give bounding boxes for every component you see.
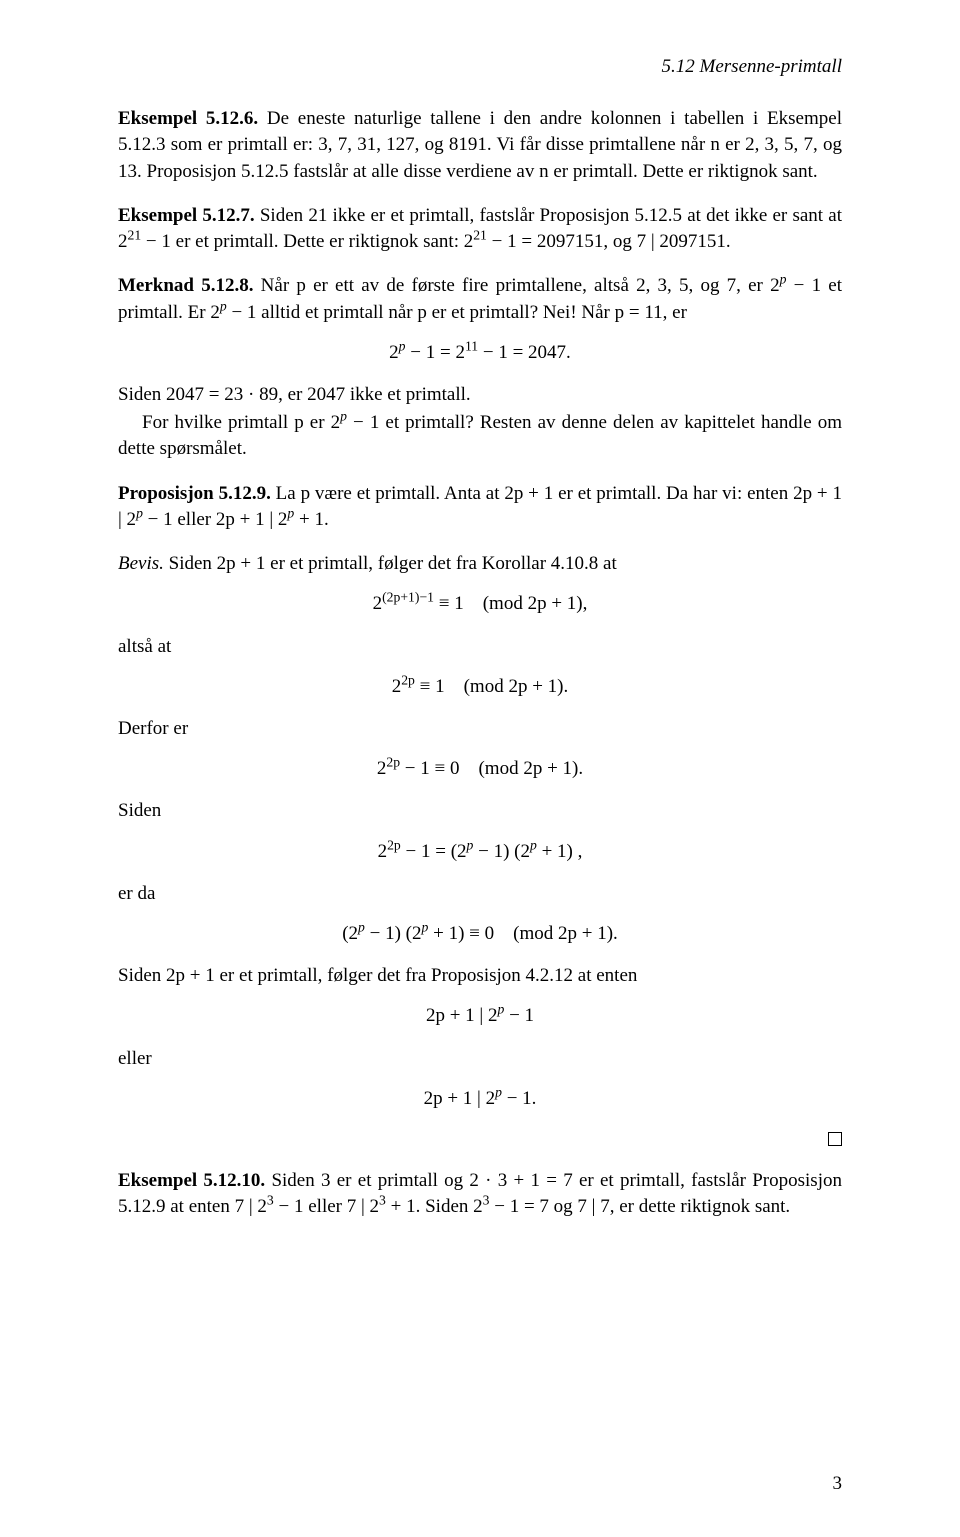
body-text: − 1 alltid et primtall når p er et primt… [227,302,687,323]
exponent: p [399,338,406,353]
eq-text: − 1 = (2 [401,841,467,862]
eq-text: − 1 = 2 [406,342,465,363]
proof-opening: Bevis. Siden 2p + 1 er et primtall, følg… [118,551,842,577]
exponent: p [136,506,143,521]
eq-text: − 1 [504,1005,534,1026]
exponent: 3 [379,1193,386,1208]
eq-text: 2 [389,342,399,363]
body-paragraph: eller [118,1046,842,1072]
exponent: 3 [267,1193,274,1208]
body-paragraph: er da [118,881,842,907]
body-text: − 1 eller 2p + 1 | 2 [143,509,288,530]
body-text: Siden 2p + 1 er et primtall, følger det … [164,553,617,574]
display-equation: 22p ≡ 1 (mod 2p + 1). [118,674,842,700]
body-text: − 1 er et primtall. Dette er riktignok s… [141,231,473,252]
body-paragraph: Siden [118,798,842,824]
page-number: 3 [833,1471,843,1497]
body-text: − 1 = 7 og 7 | 7, er dette riktignok san… [489,1196,790,1217]
exponent: 2p [386,755,400,770]
display-equation: 2(2p+1)−1 ≡ 1 (mod 2p + 1), [118,591,842,617]
remark-label: Merknad 5.12.8. [118,275,253,296]
eq-text: (2 [342,923,358,944]
body-text: For hvilke primtall p er 2 [142,412,340,433]
page: 5.12 Mersenne-primtall Eksempel 5.12.6. … [0,0,960,1537]
eq-text: − 1) (2 [365,923,422,944]
proposition-label: Proposisjon 5.12.9. [118,483,271,504]
exponent: 11 [465,338,478,353]
example-label: Eksempel 5.12.7. [118,205,255,226]
example-5-12-7: Eksempel 5.12.7. Siden 21 ikke er et pri… [118,203,842,255]
display-equation: (2p − 1) (2p + 1) ≡ 0 (mod 2p + 1). [118,921,842,947]
eq-text: 2 [377,758,387,779]
eq-text: ≡ 1 (mod 2p + 1), [434,593,587,614]
body-paragraph: Siden 2047 = 23 · 89, er 2047 ikke et pr… [118,382,842,408]
example-label: Eksempel 5.12.6. [118,108,258,129]
example-5-12-10: Eksempel 5.12.10. Siden 3 er et primtall… [118,1168,842,1220]
body-text: Når p er ett av de første fire primtalle… [253,275,779,296]
body-text: Siden 2047 = 23 · 89, er 2047 ikke et pr… [118,384,471,405]
body-text: + 1. [294,509,328,530]
display-equation: 22p − 1 ≡ 0 (mod 2p + 1). [118,756,842,782]
body-text: − 1 = 2097151, og 7 | 2097151. [487,231,731,252]
exponent: 2p [401,672,415,687]
running-head: 5.12 Mersenne-primtall [118,54,842,80]
display-equation: 22p − 1 = (2p − 1) (2p + 1) , [118,839,842,865]
example-label: Eksempel 5.12.10. [118,1170,265,1191]
eq-text: 2p + 1 | 2 [424,1088,496,1109]
exponent: 21 [473,228,487,243]
display-equation: 2p + 1 | 2p − 1 [118,1003,842,1029]
exponent: p [495,1085,502,1100]
body-text: − 1 eller 7 | 2 [274,1196,379,1217]
exponent: p [220,298,227,313]
eq-text: ≡ 1 (mod 2p + 1). [415,676,568,697]
exponent: 21 [128,228,142,243]
proof-label: Bevis. [118,553,164,574]
eq-text: 2p + 1 | 2 [426,1005,498,1026]
eq-text: − 1 ≡ 0 (mod 2p + 1). [400,758,583,779]
eq-text: + 1) , [537,841,583,862]
remark-5-12-8: Merknad 5.12.8. Når p er ett av de først… [118,273,842,325]
exponent: (2p+1)−1 [382,590,434,605]
exponent: p [358,920,365,935]
eq-text: 2 [373,593,383,614]
body-paragraph: Siden 2p + 1 er et primtall, følger det … [118,963,842,989]
eq-text: − 1. [502,1088,536,1109]
exponent: p [340,409,347,424]
display-equation: 2p + 1 | 2p − 1. [118,1086,842,1112]
display-equation: 2p − 1 = 211 − 1 = 2047. [118,340,842,366]
eq-text: − 1) (2 [473,841,530,862]
body-paragraph: Derfor er [118,716,842,742]
eq-text: + 1) ≡ 0 (mod 2p + 1). [428,923,617,944]
eq-text: 2 [392,676,402,697]
exponent: p [530,837,537,852]
eq-text: 2 [378,841,388,862]
body-paragraph: altså at [118,634,842,660]
body-text: + 1. Siden 2 [386,1196,483,1217]
exponent: 2p [387,837,401,852]
proposition-5-12-9: Proposisjon 5.12.9. La p være et primtal… [118,481,842,533]
body-paragraph: For hvilke primtall p er 2p − 1 et primt… [118,410,842,462]
eq-text: − 1 = 2047. [478,342,571,363]
example-5-12-6: Eksempel 5.12.6. De eneste naturlige tal… [118,106,842,185]
